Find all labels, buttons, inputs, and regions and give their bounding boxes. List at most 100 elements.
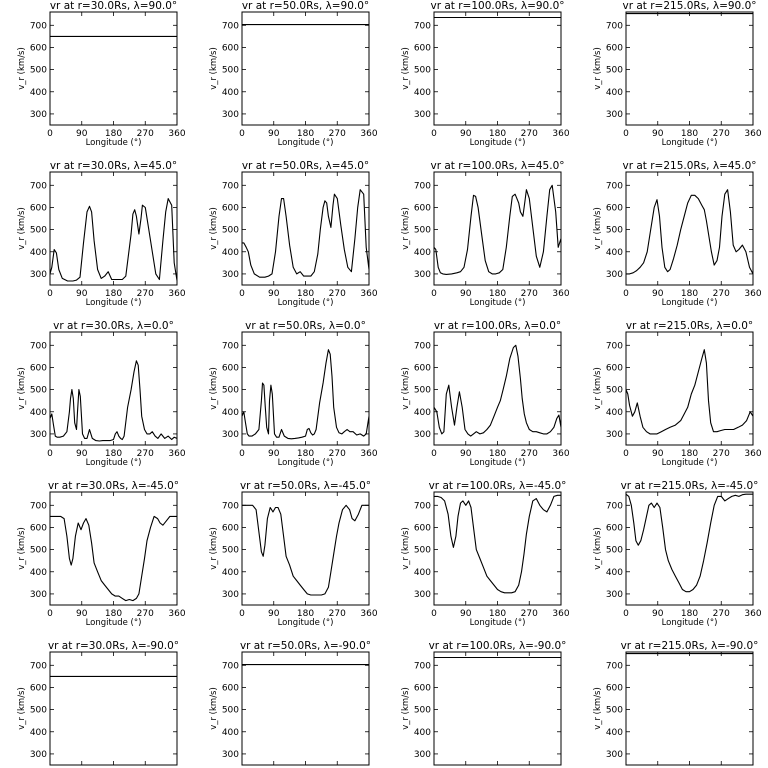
panel: vr at r=50.0Rs, λ=-90.0°0901802703603004… — [209, 640, 371, 766]
y-axis-label: v_r (km/s) — [209, 367, 219, 410]
panel-title: vr at r=50.0Rs, λ=90.0° — [242, 0, 369, 12]
y-tick-label: 700 — [222, 21, 239, 31]
y-tick-label: 600 — [30, 683, 47, 693]
y-tick-label: 600 — [222, 523, 239, 533]
x-tick-label: 360 — [168, 609, 185, 619]
panel-title: vr at r=215.0Rs, λ=-90.0° — [621, 640, 759, 652]
x-tick-label: 270 — [713, 609, 730, 619]
x-tick-label: 270 — [329, 449, 346, 459]
y-tick-label: 500 — [222, 226, 239, 236]
y-tick-label: 500 — [414, 546, 431, 556]
x-axis-label: Longitude (°) — [86, 138, 142, 148]
y-axis-label: v_r (km/s) — [209, 47, 219, 90]
series-line — [625, 493, 753, 593]
y-tick-label: 300 — [606, 430, 623, 440]
panel: vr at r=50.0Rs, λ=90.0° 0 90 180 270 360 300 40… — [209, 0, 378, 148]
y-tick-label: 300 — [222, 110, 239, 120]
plot-frame — [433, 651, 562, 766]
y-tick-label: 400 — [222, 568, 239, 578]
x-tick-label: 360 — [744, 609, 761, 619]
y-tick-label: 400 — [30, 728, 47, 738]
x-tick-label: 360 — [360, 609, 377, 619]
x-tick-label: 360 — [552, 449, 569, 459]
x-tick-label: 90 — [76, 609, 88, 619]
y-tick-label: 300 — [30, 110, 47, 120]
x-axis-label: Longitude (°) — [278, 298, 334, 308]
x-tick-label: 0 — [623, 449, 629, 459]
panel-title: vr at r=30.0Rs, λ=45.0° — [50, 160, 177, 172]
y-tick-label: 300 — [222, 270, 239, 280]
x-tick-label: 270 — [521, 129, 538, 139]
x-tick-label: 270 — [137, 129, 154, 139]
x-tick-label: 270 — [713, 129, 730, 139]
panel-title: vr at r=30.0Rs, λ=-45.0° — [48, 480, 179, 492]
panel: vr at r=50.0Rs, λ=-45.0° 0 90 180 270 360 300 4… — [209, 480, 378, 628]
series-line — [49, 360, 178, 442]
plot-frame — [433, 331, 562, 446]
y-tick-label: 600 — [222, 203, 239, 213]
y-tick-label: 500 — [222, 546, 239, 556]
y-tick-label: 300 — [414, 430, 431, 440]
x-axis-label: Longitude (°) — [470, 458, 526, 468]
x-tick-label: 270 — [329, 129, 346, 139]
x-tick-label: 90 — [268, 289, 280, 299]
x-tick-label: 360 — [552, 609, 569, 619]
y-axis-label: v_r (km/s) — [401, 687, 411, 730]
x-tick-label: 0 — [239, 289, 245, 299]
x-tick-label: 0 — [239, 609, 245, 619]
y-tick-label: 600 — [222, 683, 239, 693]
x-tick-label: 0 — [239, 449, 245, 459]
series-line — [433, 344, 562, 437]
x-tick-label: 180 — [297, 289, 314, 299]
plot-frame — [241, 331, 370, 446]
plot-frame — [241, 651, 370, 766]
y-tick-label: 600 — [606, 363, 623, 373]
panel: vr at r=30.0Rs, λ=-45.0° 0 90 180 270 360 300 4… — [17, 480, 186, 628]
y-tick-label: 400 — [606, 88, 623, 98]
y-axis-label: v_r (km/s) — [209, 207, 219, 250]
plot-frame — [49, 171, 178, 286]
y-tick-label: 300 — [606, 110, 623, 120]
plot-frame — [241, 11, 370, 126]
x-axis-label: Longitude (°) — [278, 138, 334, 148]
x-axis-label: Longitude (°) — [662, 458, 718, 468]
y-tick-label: 400 — [30, 568, 47, 578]
series-line — [49, 198, 178, 282]
panel-title: vr at r=215.0Rs, λ=0.0° — [626, 320, 753, 332]
panel-title: vr at r=50.0Rs, λ=-45.0° — [240, 480, 371, 492]
x-tick-label: 180 — [489, 129, 506, 139]
x-tick-label: 90 — [76, 129, 88, 139]
x-tick-label: 360 — [360, 449, 377, 459]
y-tick-label: 400 — [606, 568, 623, 578]
x-tick-label: 0 — [431, 449, 437, 459]
y-tick-label: 400 — [222, 248, 239, 258]
y-tick-label: 700 — [30, 501, 47, 511]
y-axis-label: v_r (km/s) — [401, 367, 411, 410]
x-tick-label: 0 — [623, 609, 629, 619]
y-axis-label: v_r (km/s) — [17, 47, 27, 90]
panel: vr at r=100.0Rs, λ=45.0° 0 90 180 270 360 300 4… — [401, 160, 570, 308]
panel: vr at r=100.0Rs, λ=90.0° 0 90 180 270 360 300 4… — [401, 0, 570, 148]
y-tick-label: 600 — [414, 523, 431, 533]
x-tick-label: 90 — [76, 449, 88, 459]
panel-title: vr at r=30.0Rs, λ=0.0° — [53, 320, 174, 332]
y-tick-label: 300 — [222, 750, 239, 760]
x-tick-label: 360 — [744, 449, 761, 459]
x-tick-label: 360 — [552, 289, 569, 299]
plot-frame — [625, 11, 754, 126]
x-axis-label: Longitude (°) — [86, 458, 142, 468]
y-tick-label: 500 — [30, 226, 47, 236]
y-tick-label: 500 — [414, 706, 431, 716]
x-tick-label: 360 — [360, 129, 377, 139]
x-tick-label: 0 — [623, 289, 629, 299]
y-tick-label: 600 — [30, 523, 47, 533]
y-tick-label: 300 — [30, 430, 47, 440]
panel-title: vr at r=50.0Rs, λ=0.0° — [245, 320, 366, 332]
x-tick-label: 90 — [460, 289, 472, 299]
y-tick-label: 700 — [222, 661, 239, 671]
panel: vr at r=215.0Rs, λ=90.0° 0 90 180 270 360 300 4… — [593, 0, 762, 148]
plot-frame — [625, 331, 754, 446]
x-tick-label: 270 — [329, 609, 346, 619]
y-axis-label: v_r (km/s) — [401, 207, 411, 250]
